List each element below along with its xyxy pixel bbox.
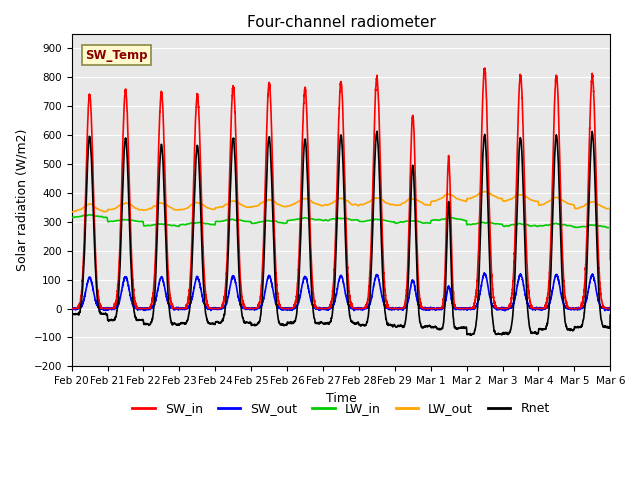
Rnet: [68, 311, 76, 316]
SW_out: [481, 270, 488, 276]
SW_out: [492, 305, 500, 311]
SW_out: [606, 306, 614, 312]
SW_in: [607, 306, 614, 312]
Y-axis label: Solar radiation (W/m2): Solar radiation (W/m2): [15, 129, 28, 271]
SW_in: [492, 304, 500, 310]
SW_in: [321, 306, 329, 312]
LW_in: [85, 212, 93, 218]
LW_out: [481, 189, 488, 194]
Line: LW_in: LW_in: [72, 215, 611, 260]
Legend: SW_in, SW_out, LW_in, LW_out, Rnet: SW_in, SW_out, LW_in, LW_out, Rnet: [127, 397, 555, 420]
LW_in: [164, 222, 172, 228]
Rnet: [607, 312, 614, 318]
Line: Rnet: Rnet: [72, 131, 611, 335]
SW_out: [607, 306, 614, 312]
SW_out: [164, 301, 172, 307]
LW_in: [432, 217, 440, 223]
SW_out: [68, 307, 76, 312]
SW_in: [68, 306, 76, 312]
LW_out: [461, 198, 469, 204]
SW_out: [501, 308, 509, 314]
LW_in: [321, 217, 329, 223]
Rnet: [492, 332, 500, 337]
LW_in: [68, 215, 76, 220]
LW_in: [606, 225, 614, 230]
SW_in: [432, 306, 440, 312]
LW_in: [607, 257, 614, 263]
LW_in: [461, 218, 469, 224]
LW_out: [321, 202, 328, 208]
SW_in: [164, 275, 172, 280]
SW_out: [432, 306, 440, 312]
Rnet: [606, 324, 614, 330]
LW_out: [68, 209, 76, 215]
Line: SW_out: SW_out: [72, 273, 611, 311]
LW_in: [606, 257, 614, 263]
LW_out: [606, 246, 614, 252]
Rnet: [461, 325, 469, 331]
SW_in: [110, 306, 118, 312]
Title: Four-channel radiometer: Four-channel radiometer: [246, 15, 435, 30]
Rnet: [432, 324, 440, 330]
SW_in: [481, 65, 488, 71]
SW_in: [606, 306, 614, 312]
LW_in: [492, 221, 500, 227]
LW_out: [164, 204, 172, 209]
LW_out: [607, 246, 614, 252]
Rnet: [373, 128, 381, 134]
Rnet: [164, 296, 172, 302]
SW_in: [461, 306, 469, 312]
SW_out: [321, 306, 328, 312]
SW_out: [461, 306, 469, 312]
Line: LW_out: LW_out: [72, 192, 611, 249]
Text: SW_Temp: SW_Temp: [85, 49, 148, 62]
Line: SW_in: SW_in: [72, 68, 611, 309]
Rnet: [467, 332, 475, 338]
X-axis label: Time: Time: [326, 392, 356, 405]
LW_out: [432, 198, 440, 204]
LW_out: [606, 205, 614, 211]
LW_out: [492, 194, 500, 200]
Rnet: [321, 320, 328, 326]
